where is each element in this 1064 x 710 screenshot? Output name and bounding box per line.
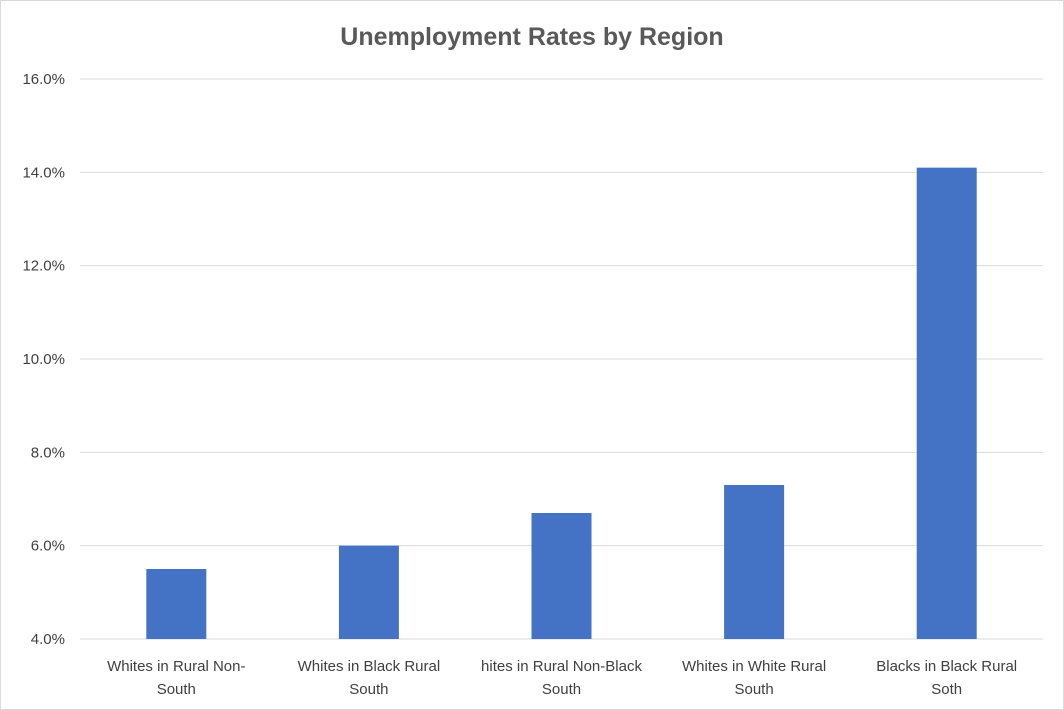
bar (146, 569, 207, 639)
x-tick-label: South (734, 681, 773, 698)
y-tick-label: 14.0% (22, 164, 65, 181)
x-tick-label: Whites in White Rural (682, 658, 826, 675)
x-tick-label: South (349, 681, 388, 698)
y-tick-label: 10.0% (22, 351, 65, 368)
x-axis-labels: Whites in Rural Non- South Whites in Black… (107, 658, 1017, 698)
bars (146, 167, 977, 639)
x-tick-label: Blacks in Black Rural (876, 658, 1017, 675)
bar (916, 167, 977, 639)
y-axis-ticks: 4.0% 6.0% 8.0% 10.0% 12.0% 14.0% 16.0% (22, 71, 65, 648)
x-tick-label: Soth (931, 681, 962, 698)
bar (531, 513, 592, 639)
y-tick-label: 12.0% (22, 258, 65, 275)
bar (338, 545, 399, 639)
x-tick-label: Whites in Black Rural (298, 658, 441, 675)
x-tick-label: South (542, 681, 581, 698)
y-tick-label: 4.0% (31, 631, 65, 648)
y-tick-label: 6.0% (31, 538, 65, 555)
y-tick-label: 16.0% (22, 71, 65, 88)
bar (724, 485, 785, 639)
x-tick-label: hites in Rural Non-Black (481, 658, 642, 675)
x-tick-label: South (157, 681, 196, 698)
y-tick-label: 8.0% (31, 444, 65, 461)
chart-title: Unemployment Rates by Region (340, 23, 724, 51)
x-tick-label: Whites in Rural Non- (107, 658, 245, 675)
